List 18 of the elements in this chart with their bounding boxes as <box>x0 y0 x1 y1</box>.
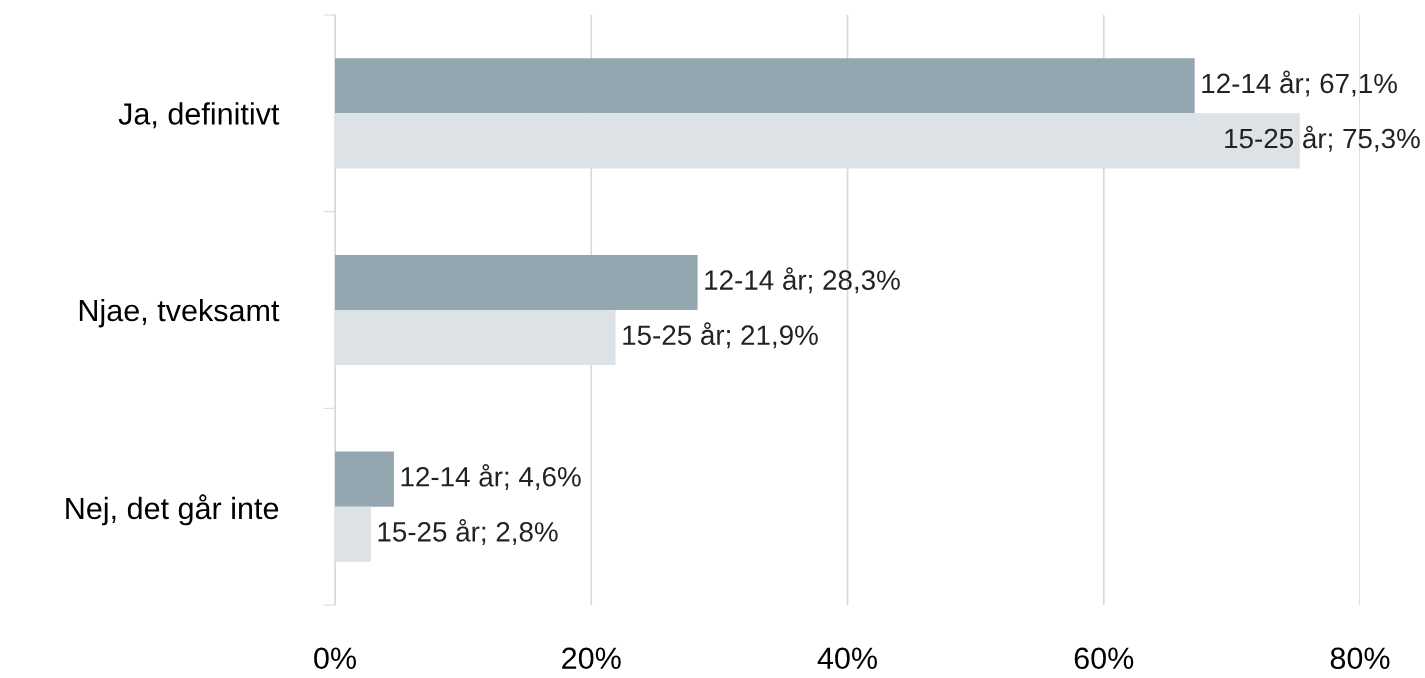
bar <box>335 254 698 310</box>
y-tick-label: Njae, tveksamt <box>79 298 280 328</box>
y-tick-label: Ja, definitivt <box>118 102 280 129</box>
x-tick-label: 20% <box>562 647 621 670</box>
data-label: 12-14 år; 4,6% <box>401 463 581 490</box>
data-label: 15-25 år; 21,9% <box>623 322 818 349</box>
data-label: 12-14 år; 67,1% <box>1202 70 1397 97</box>
data-label: 12-14 år; 28,3% <box>705 267 900 294</box>
data-label: 15-25 år; 2,8% <box>378 519 558 545</box>
x-tick-label: 40% <box>817 647 877 670</box>
bar <box>335 58 1195 114</box>
x-tick-label: 0% <box>314 647 356 670</box>
x-tick-label: 60% <box>1074 647 1134 670</box>
x-tick-label: 80% <box>1330 647 1390 670</box>
bar <box>335 451 394 507</box>
bar <box>335 506 371 562</box>
data-label: 15-25 år; 75,3% <box>1225 125 1420 152</box>
y-tick-label: Nej, det går inte <box>66 494 279 526</box>
